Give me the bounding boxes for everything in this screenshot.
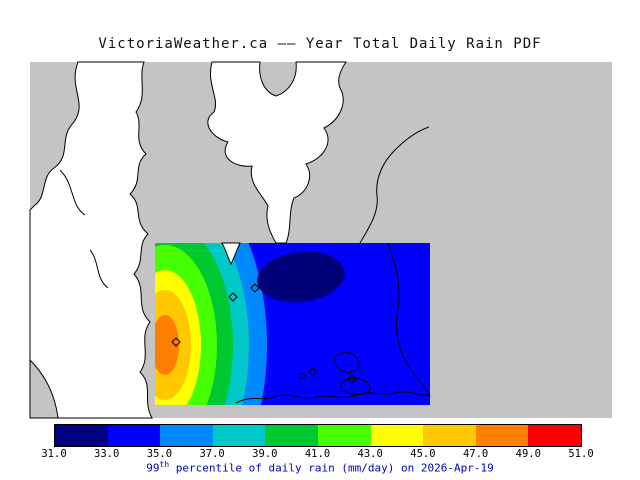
west-landmass xyxy=(29,61,153,419)
colorbar-tick: 49.0 xyxy=(515,448,541,460)
colorbar-tick: 33.0 xyxy=(94,448,120,460)
caption-rest: percentile of daily rain (mm/day) on 202… xyxy=(169,461,494,475)
station-marker xyxy=(171,337,181,347)
station-marker xyxy=(308,367,318,377)
colorbar-ticks: 31.0 33.0 35.0 37.0 39.0 41.0 43.0 45.0 47.0 49.0… xyxy=(41,448,593,461)
colorbar xyxy=(54,424,582,447)
low-value-core xyxy=(257,251,345,303)
colorbar-segment xyxy=(265,425,318,446)
colorbar-segment xyxy=(370,425,424,446)
colorbar-tick: 41.0 xyxy=(304,448,331,460)
colorbar-tick: 37.0 xyxy=(199,448,225,460)
colorbar-tick: 43.0 xyxy=(357,448,383,460)
colorbar-segment xyxy=(55,425,108,446)
high-value-core xyxy=(155,315,179,375)
rain-contour-field xyxy=(155,243,430,405)
bottom-left-bay xyxy=(29,358,59,419)
colorbar-tick: 31.0 xyxy=(41,448,67,460)
station-marker xyxy=(250,283,260,293)
fjord-line xyxy=(89,249,109,289)
colorbar-tick: 35.0 xyxy=(146,448,173,460)
east-coastline xyxy=(387,242,431,398)
island xyxy=(334,352,360,373)
colorbar-tick: 39.0 xyxy=(252,448,278,460)
station-marker xyxy=(347,374,357,384)
island xyxy=(340,378,371,395)
colorbar-tick: 47.0 xyxy=(462,448,489,460)
islet xyxy=(299,373,305,379)
colorbar-tick: 45.0 xyxy=(410,448,436,460)
central-inlet xyxy=(207,61,347,244)
colorbar-caption: 99th percentile of daily rain (mm/day) o… xyxy=(0,460,640,475)
colorbar-segment xyxy=(107,425,161,446)
chart-title: VictoriaWeather.ca –– Year Total Daily R… xyxy=(98,36,542,52)
colorbar-segment xyxy=(317,425,371,446)
inlet-tip xyxy=(221,242,241,266)
fjord-line xyxy=(59,169,86,216)
caption-value: 99 xyxy=(146,461,160,475)
colorbar-segment xyxy=(423,425,476,446)
colorbar-segment xyxy=(475,425,529,446)
south-coastline xyxy=(235,391,431,404)
colorbar-segment xyxy=(528,425,581,446)
colorbar-segment xyxy=(160,425,213,446)
colorbar-segment xyxy=(212,425,266,446)
station-marker xyxy=(228,292,238,302)
northeast-coastline xyxy=(359,126,430,244)
caption-sup: th xyxy=(159,460,170,469)
colorbar-tick: 51.0 xyxy=(568,448,594,460)
